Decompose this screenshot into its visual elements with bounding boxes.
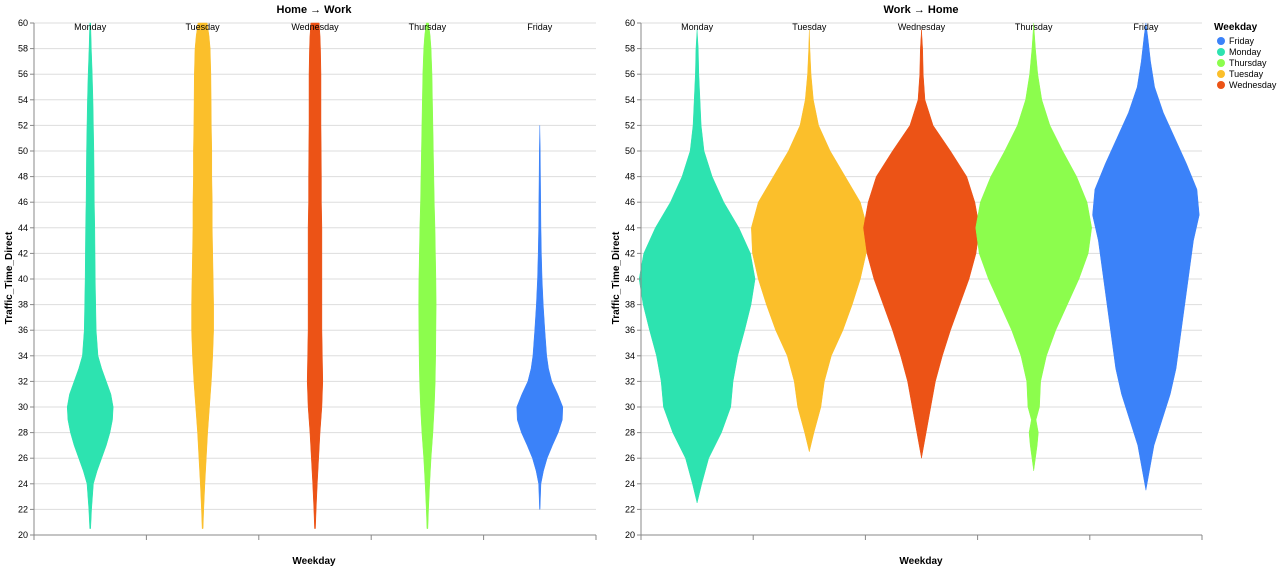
violin-friday [1092, 22, 1200, 491]
y-tick-label: 50 [625, 146, 635, 156]
y-tick-label: 60 [625, 18, 635, 28]
y-tick-label: 24 [18, 479, 28, 489]
legend: Weekday FridayMondayThursdayTuesdayWedne… [1214, 22, 1277, 90]
legend-swatch-monday [1217, 48, 1225, 56]
y-tick-label: 22 [625, 504, 635, 514]
category-label-wednesday: Wednesday [898, 22, 946, 32]
y-tick-label: 40 [18, 274, 28, 284]
x-axis [33, 534, 597, 540]
y-tick-label: 60 [18, 18, 28, 28]
panel-home-to-work: Home → Work Monday Tuesday Wednesday Thursd… [4, 4, 597, 567]
y-tick-label: 34 [18, 351, 28, 361]
y-tick-label: 26 [18, 453, 28, 463]
y-tick-label: 58 [18, 44, 28, 54]
y-tick-label: 28 [625, 428, 635, 438]
legend-label-monday: Monday [1229, 47, 1262, 57]
y-tick-label: 34 [625, 351, 635, 361]
y-tick-label: 26 [625, 453, 635, 463]
y-tick-label: 46 [18, 197, 28, 207]
category-label-monday: Monday [681, 22, 714, 32]
y-tick-label: 54 [18, 95, 28, 105]
y-tick-label: 36 [18, 325, 28, 335]
y-axis: 20 22 24 26 28 30 32 34 36 38 40 42 44 46 48 50 52 54 56 58… [625, 18, 642, 540]
category-label-thursday: Thursday [409, 22, 447, 32]
category-label-wednesday: Wednesday [291, 22, 339, 32]
y-tick-label: 32 [625, 376, 635, 386]
violin-thursday [418, 22, 437, 529]
panel-title: Home → Work [277, 4, 353, 16]
y-tick-label: 38 [18, 300, 28, 310]
y-tick-label: 42 [18, 248, 28, 258]
legend-label-tuesday: Tuesday [1229, 69, 1264, 79]
y-tick-label: 30 [625, 402, 635, 412]
category-labels: Monday Tuesday Wednesday Thursday Friday [74, 22, 553, 32]
category-labels: Monday Tuesday Wednesday Thursday Friday [681, 22, 1159, 32]
panel-work-to-home: Work → Home Monday Tuesday Wednesday Thursd… [611, 4, 1203, 567]
y-tick-label: 40 [625, 274, 635, 284]
category-label-tuesday: Tuesday [186, 22, 221, 32]
legend-swatch-wednesday [1217, 81, 1225, 89]
violin-monday [638, 29, 756, 504]
violins [638, 22, 1200, 504]
y-tick-label: 56 [625, 69, 635, 79]
y-tick-label: 50 [18, 146, 28, 156]
legend-title: Weekday [1214, 22, 1258, 33]
y-tick-label: 32 [18, 376, 28, 386]
category-label-friday: Friday [527, 22, 553, 32]
y-tick-label: 46 [625, 197, 635, 207]
y-tick-label: 30 [18, 402, 28, 412]
y-tick-label: 54 [625, 95, 635, 105]
panel-title: Work → Home [884, 4, 959, 16]
y-tick-label: 52 [18, 120, 28, 130]
legend-label-thursday: Thursday [1229, 58, 1267, 68]
y-tick-label: 58 [625, 44, 635, 54]
y-tick-label: 36 [625, 325, 635, 335]
violin-friday [516, 125, 564, 510]
category-label-friday: Friday [1133, 22, 1159, 32]
x-axis [640, 534, 1203, 540]
y-tick-label: 52 [625, 120, 635, 130]
legend-label-wednesday: Wednesday [1229, 80, 1277, 90]
y-axis-title: Traffic_Time_Direct [4, 231, 15, 324]
y-tick-label: 48 [18, 172, 28, 182]
y-tick-label: 22 [18, 504, 28, 514]
y-tick-label: 24 [625, 479, 635, 489]
legend-swatch-friday [1217, 37, 1225, 45]
category-label-tuesday: Tuesday [792, 22, 827, 32]
violin-wednesday [863, 29, 980, 459]
violin-thursday [975, 22, 1092, 472]
violin-tuesday [191, 22, 214, 529]
y-tick-label: 20 [18, 530, 28, 540]
category-label-thursday: Thursday [1015, 22, 1053, 32]
x-axis-title: Weekday [899, 556, 943, 567]
y-axis-title: Traffic_Time_Direct [611, 231, 622, 324]
y-tick-label: 42 [625, 248, 635, 258]
y-tick-label: 56 [18, 69, 28, 79]
y-axis: 20 22 24 26 28 30 32 34 36 38 40 42 44 46 48 50 52 54 56 58… [18, 18, 35, 540]
legend-label-friday: Friday [1229, 36, 1255, 46]
violin-wednesday [306, 22, 324, 529]
legend-swatch-thursday [1217, 59, 1225, 67]
violins [66, 22, 564, 529]
y-tick-label: 48 [625, 172, 635, 182]
violin-monday [66, 22, 114, 529]
legend-swatch-tuesday [1217, 70, 1225, 78]
y-tick-label: 44 [18, 223, 28, 233]
violin-tuesday [751, 29, 868, 452]
category-label-monday: Monday [74, 22, 107, 32]
y-tick-label: 20 [625, 530, 635, 540]
y-tick-label: 28 [18, 428, 28, 438]
x-axis-title: Weekday [292, 556, 336, 567]
y-tick-label: 38 [625, 300, 635, 310]
y-tick-label: 44 [625, 223, 635, 233]
